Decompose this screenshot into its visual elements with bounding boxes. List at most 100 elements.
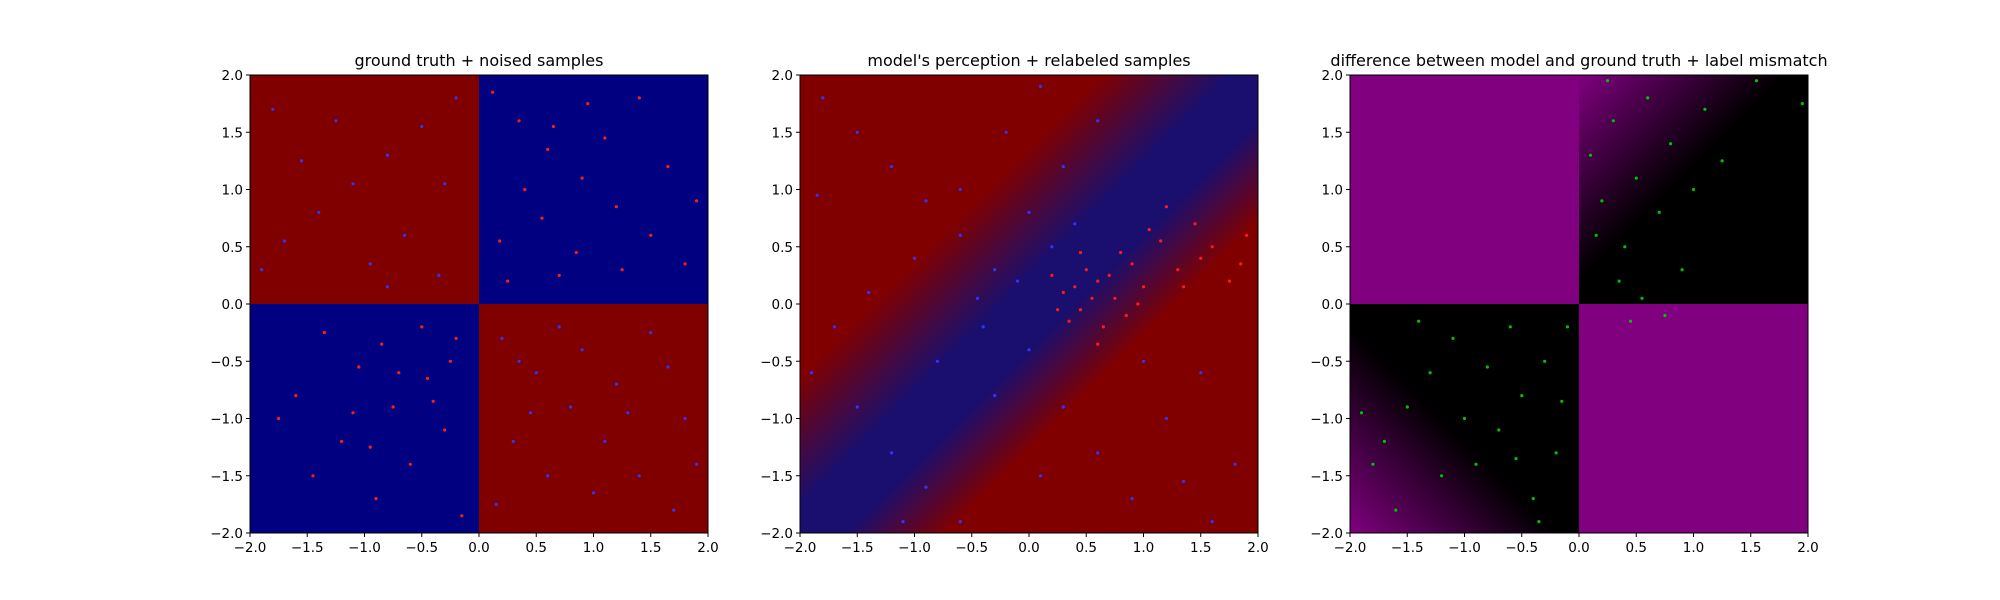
scatter-point	[924, 485, 928, 489]
scatter-point	[408, 462, 412, 466]
scatter-point	[1485, 365, 1489, 369]
chart-title: difference between model and ground trut…	[1330, 51, 1827, 70]
scatter-point	[557, 273, 561, 277]
scatter-point	[277, 416, 281, 421]
scatter-point	[1800, 102, 1804, 106]
scatter-point	[832, 325, 836, 329]
scatter-point	[901, 520, 905, 524]
scatter-point	[1182, 479, 1186, 484]
scatter-point	[1359, 411, 1364, 415]
scatter-point	[494, 502, 498, 506]
scatter-points	[259, 90, 699, 518]
scatter-point	[1176, 268, 1180, 272]
y-tick-label: 0.5	[222, 240, 243, 256]
x-axis-ticks: −2.0 −1.5 −1.0 −0.5 0.0 0.5 1.0 1.5 2.0	[234, 533, 719, 556]
x-tick-label: −1.0	[1448, 540, 1481, 556]
scatter-point	[649, 331, 653, 335]
y-tick-label: 0.5	[772, 240, 793, 256]
quadrant-top-right	[479, 75, 708, 304]
y-tick-label: 0.0	[1322, 297, 1343, 313]
y-tick-label: 1.5	[222, 125, 243, 141]
scatter-point	[1554, 451, 1558, 455]
scatter-point	[294, 394, 298, 398]
scatter-point	[540, 216, 544, 220]
scatter-point	[1606, 79, 1610, 83]
scatter-point	[1164, 205, 1168, 209]
x-tick-label: −1.5	[841, 540, 874, 556]
x-tick-label: −1.0	[898, 540, 931, 556]
scatter-point	[454, 336, 458, 340]
x-tick-label: 0.0	[468, 540, 489, 556]
scatter-point	[340, 439, 344, 443]
scatter-point	[431, 399, 435, 403]
scatter-point	[993, 268, 997, 272]
scatter-point	[1663, 313, 1667, 318]
quadrant-top-left	[250, 75, 479, 304]
scatter-point	[958, 187, 962, 192]
scatter-point	[1136, 302, 1140, 306]
scatter-point	[557, 325, 561, 329]
scatter-point	[1050, 273, 1054, 277]
x-tick-label: 1.0	[1133, 540, 1154, 556]
scatter-point	[1560, 399, 1564, 403]
scatter-point	[683, 416, 687, 421]
scatter-point	[1474, 462, 1478, 466]
scatter-point	[683, 262, 687, 266]
scatter-point	[1141, 285, 1146, 289]
scatter-point	[1382, 439, 1386, 443]
scatter-point	[695, 462, 699, 466]
scatter-point	[511, 439, 515, 443]
scatter-point	[517, 359, 521, 363]
scatter-point	[425, 376, 430, 380]
scatter-point	[666, 365, 670, 369]
scatter-point	[1004, 130, 1008, 134]
scatter-point	[385, 153, 389, 157]
y-tick-label: 1.0	[1322, 183, 1343, 199]
scatter-point	[1640, 296, 1644, 300]
scatter-point	[1440, 474, 1444, 478]
scatter-point	[935, 359, 939, 363]
scatter-point	[569, 405, 573, 409]
y-axis-ticks: −2.0 −1.5 −1.0 −0.5 0.0 0.5 1.0 1.5 2.0	[210, 68, 250, 542]
x-tick-label: −0.5	[405, 540, 438, 556]
scatter-point	[1199, 256, 1203, 260]
scatter-point	[1531, 497, 1535, 501]
scatter-point	[890, 165, 894, 169]
scatter-point	[586, 102, 590, 106]
x-tick-label: 2.0	[1247, 540, 1268, 556]
scatter-point	[271, 107, 275, 111]
scatter-point	[958, 520, 962, 524]
scatter-point	[374, 497, 378, 501]
panel-difference: difference between model and ground trut…	[1310, 51, 1827, 556]
scatter-point	[1394, 508, 1398, 512]
scatter-point	[517, 119, 521, 123]
scatter-point	[1720, 159, 1724, 163]
scatter-point	[454, 96, 458, 100]
scatter-point	[1594, 233, 1598, 237]
scatter-point	[1680, 268, 1684, 272]
scatter-point	[603, 136, 607, 140]
scatter-point	[1073, 285, 1077, 289]
scatter-point	[637, 96, 641, 100]
scatter-point	[460, 514, 464, 518]
scatter-point	[259, 268, 264, 272]
scatter-point	[528, 411, 533, 415]
scatter-point	[322, 331, 326, 335]
panel-ground-truth: ground truth + noised samples −2.0 −1.5 −1…	[210, 51, 719, 556]
scatter-point	[498, 239, 502, 243]
scatter-point	[1646, 96, 1650, 100]
scatter-point	[1119, 250, 1123, 255]
scatter-point	[1130, 497, 1134, 501]
scatter-point	[1193, 222, 1197, 226]
x-tick-label: 2.0	[1797, 540, 1818, 556]
scatter-point	[1754, 79, 1759, 83]
scatter-points	[809, 84, 1249, 524]
scatter-point	[385, 285, 389, 289]
scatter-point	[1239, 262, 1243, 266]
scatter-point	[1508, 325, 1512, 329]
scatter-point	[1096, 119, 1100, 123]
quadrant-bottom-right	[479, 304, 708, 533]
scatter-point	[912, 256, 917, 260]
scatter-point	[420, 325, 424, 329]
